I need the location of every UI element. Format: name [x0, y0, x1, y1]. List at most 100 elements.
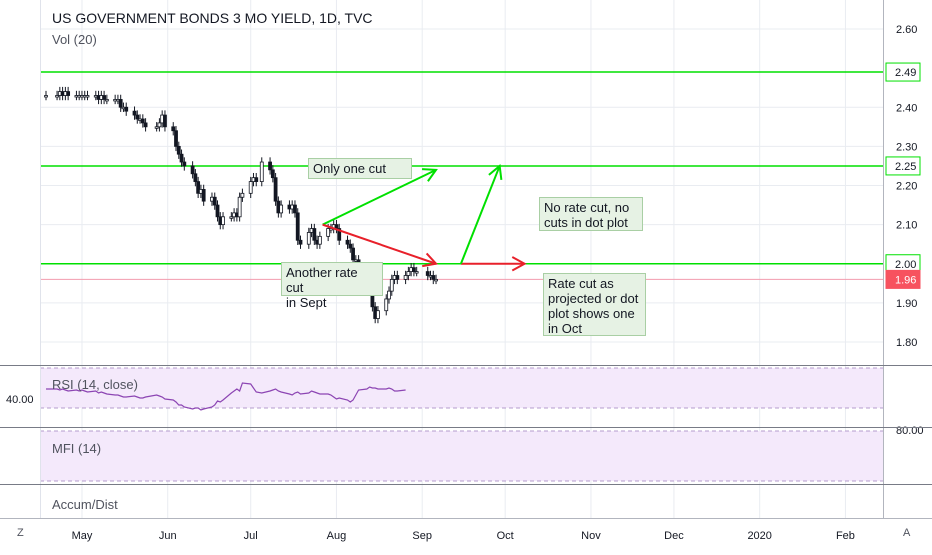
candle-body: [334, 224, 339, 229]
y-tick-label: 2.10: [896, 220, 917, 232]
volume-label: Vol (20): [52, 32, 97, 47]
candle-body: [406, 271, 411, 276]
auto-scale-button[interactable]: A: [903, 527, 911, 539]
y-tick-label: 2.40: [896, 102, 917, 114]
arrow-line: [322, 168, 437, 226]
annotation-another-rate-cut[interactable]: Another rate cut in Sept: [281, 262, 383, 310]
candle-body: [317, 235, 322, 245]
candle-body: [376, 310, 380, 319]
candle-body: [412, 267, 416, 272]
candle-body: [351, 247, 355, 261]
candle-body: [104, 99, 109, 102]
candle-body: [293, 204, 297, 214]
accum-dist-title[interactable]: Accum/Dist: [52, 497, 118, 512]
candle-body: [143, 122, 148, 128]
price-tag-text-2.00: 2.00: [895, 259, 916, 271]
candle-body: [326, 228, 331, 237]
candle-body: [403, 275, 408, 280]
zoom-button[interactable]: Z: [17, 527, 24, 539]
annotation-no-rate-cut[interactable]: No rate cut, no cuts in dot plot: [539, 197, 643, 231]
candle-body: [434, 278, 438, 282]
price-tag-2.25: [885, 156, 921, 176]
arrow-line: [460, 165, 501, 265]
candle-body: [295, 212, 300, 241]
candle-body: [140, 118, 145, 124]
x-tick-label: Aug: [327, 530, 347, 542]
axes: 2.60 2.40 2.30 2.20 2.10 1.90 1.80 May Jun Jul Aug…: [0, 0, 932, 542]
candle-body: [176, 145, 181, 155]
candle-body: [55, 95, 59, 98]
arrow-line: [322, 223, 437, 265]
candle-body: [387, 290, 391, 300]
mfi-value-label: 80.00: [896, 425, 924, 437]
price-tag-2.49: [885, 62, 921, 82]
annotation-only-one-cut[interactable]: Only one cut: [308, 158, 412, 179]
x-tick-label: Oct: [497, 530, 514, 542]
candle-body: [85, 95, 90, 98]
y-tick-label: 1.90: [896, 298, 917, 310]
candle-body: [201, 189, 206, 202]
mfi-band: [40, 431, 883, 481]
candle-body: [384, 298, 389, 312]
candle-body: [102, 95, 106, 100]
candle-body: [431, 275, 436, 280]
candle-body: [414, 271, 419, 274]
x-tick-label: Jul: [244, 530, 258, 542]
candle-body: [215, 204, 220, 218]
rsi-band: [40, 368, 883, 408]
candle-body: [229, 216, 234, 219]
candle-body: [174, 130, 178, 147]
candle-body: [270, 169, 275, 179]
candle-body: [179, 153, 184, 163]
candle-body: [221, 216, 225, 226]
y-tick-label: 2.30: [896, 141, 917, 153]
y-tick-label: 1.80: [896, 337, 917, 349]
rsi-value-label: 40.00: [6, 394, 34, 406]
price-tag-1.96: [885, 269, 921, 289]
price-tag-text-2.25: 2.25: [895, 161, 916, 173]
candle-body: [44, 95, 48, 98]
arrow-head: [488, 163, 503, 180]
price-tag-text-2.49: 2.49: [895, 67, 916, 79]
rsi-pane: [46, 382, 406, 411]
x-tick-label: Sep: [412, 530, 432, 542]
candle-body: [193, 173, 198, 182]
arrow-head: [511, 256, 527, 272]
mfi-title[interactable]: MFI (14): [52, 441, 102, 456]
candle-body: [240, 192, 245, 198]
candle-body: [348, 243, 353, 249]
y-tick-label: 2.60: [896, 24, 917, 36]
candle-body: [118, 99, 123, 108]
x-tick-label: 2020: [747, 530, 771, 542]
candle-body: [154, 126, 159, 129]
arrow-head: [422, 168, 438, 182]
candle-body: [190, 165, 195, 175]
candle-body: [312, 228, 317, 241]
x-tick-label: Nov: [581, 530, 601, 542]
annotation-rate-cut-projected[interactable]: Rate cut as projected or dot plot shows …: [543, 273, 646, 336]
candle-body: [425, 271, 430, 276]
arrow-head: [422, 252, 439, 268]
candle-body: [135, 114, 140, 120]
candle-body: [163, 114, 167, 128]
chart-title: US GOVERNMENT BONDS 3 MO YIELD, 1D, TVC: [52, 10, 373, 26]
candle-body: [273, 177, 278, 202]
candle-body: [248, 181, 253, 194]
candle-body: [279, 204, 284, 214]
indicator-panes: 40.00 80.00: [6, 367, 924, 482]
candle-body: [298, 239, 303, 245]
candle-body: [259, 161, 264, 182]
candle-body: [268, 161, 272, 171]
rsi-title[interactable]: RSI (14, close): [52, 377, 138, 392]
arrows: [322, 163, 527, 272]
x-tick-label: Dec: [664, 530, 684, 542]
candle-body: [132, 110, 137, 116]
horizontal-lines: 2.49 2.25 2.00 1.96: [40, 62, 921, 289]
candle-body: [389, 278, 394, 292]
candle-body: [237, 196, 242, 218]
x-tick-label: May: [72, 530, 93, 542]
x-tick-label: Feb: [836, 530, 855, 542]
candle-body: [124, 106, 129, 112]
